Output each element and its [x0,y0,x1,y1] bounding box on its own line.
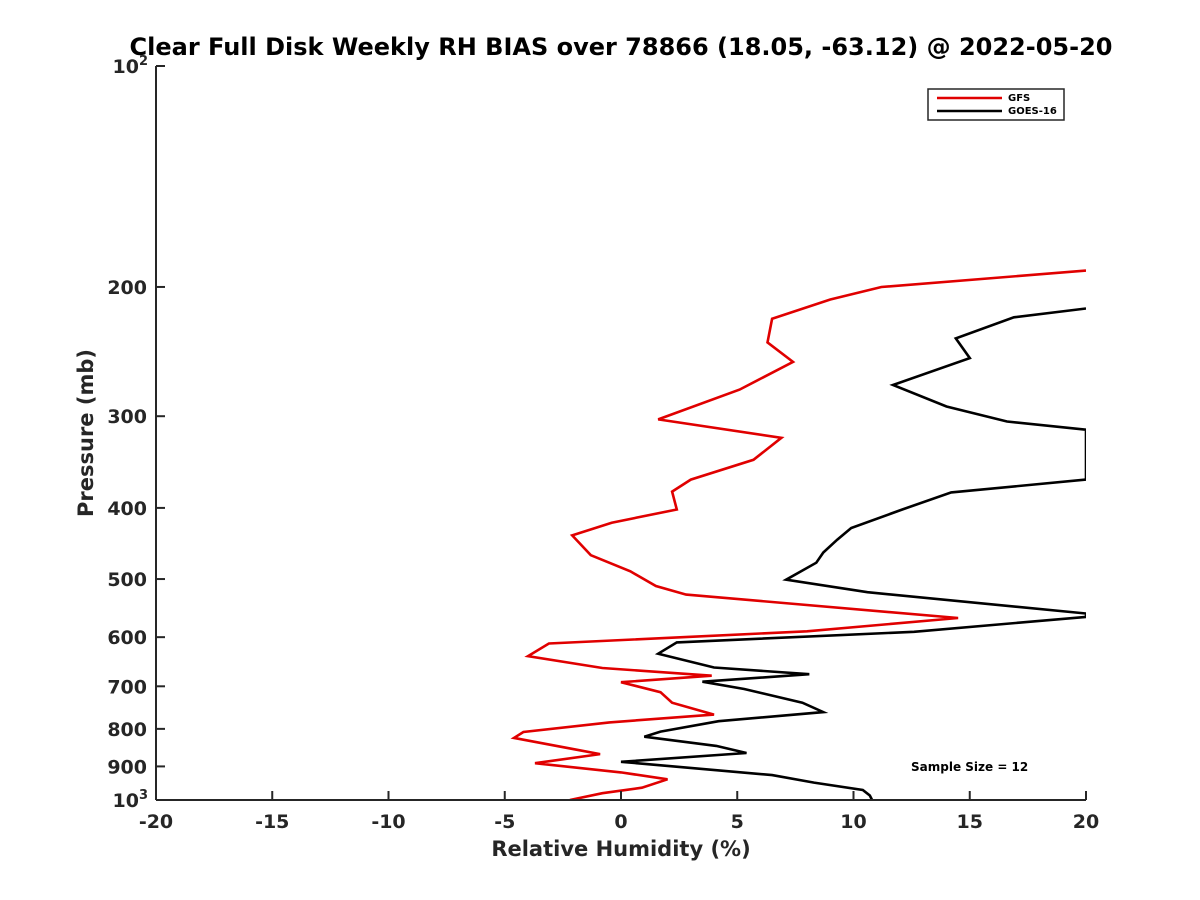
x-tick-label: -15 [255,811,289,833]
y-tick-label: 700 [107,676,147,698]
y-tick-label: 800 [107,719,147,741]
y-tick-label: 200 [107,277,147,299]
y-tick-label: 300 [107,406,147,428]
x-tick-label: -5 [494,811,515,833]
y-tick-label: 600 [107,627,147,649]
x-tick-label: -20 [139,811,173,833]
y-tick-label: 900 [107,756,147,778]
legend-label-goes16: GOES-16 [1008,106,1057,117]
y-axis-label: Pressure (mb) [74,349,98,517]
legend: GFS GOES-16 [927,88,1065,121]
y-tick-label: 310 [113,788,148,812]
x-tick-label: 15 [957,811,983,833]
y-tick-base: 10 [113,790,139,812]
x-axis-label: Relative Humidity (%) [491,837,750,861]
x-tick-label: 20 [1073,811,1099,833]
legend-box [927,88,1065,121]
legend-label-gfs: GFS [1008,93,1030,104]
x-tick-label: 10 [840,811,866,833]
sample-size-annotation: Sample Size = 12 [911,760,1028,774]
x-tick-label: 0 [614,811,627,833]
y-tick-label: 400 [107,498,147,520]
chart-title: Clear Full Disk Weekly RH BIAS over 7886… [130,33,1113,61]
x-tick-label: 5 [731,811,744,833]
series-line-gfs [510,269,1086,800]
series-layer [510,269,1086,800]
y-tick-exponent: 2 [139,54,148,69]
y-tick-base: 10 [113,56,139,78]
y-tick-label: 210 [113,54,148,78]
y-tick-label: 500 [107,569,147,591]
y-tick-exponent: 3 [139,788,148,803]
x-tick-label: -10 [371,811,405,833]
axes-layer: -20 -15 -10 -5 0 5 10 15 20210200300400500600700… [107,54,1099,833]
series-line-goes16 [620,307,1086,800]
